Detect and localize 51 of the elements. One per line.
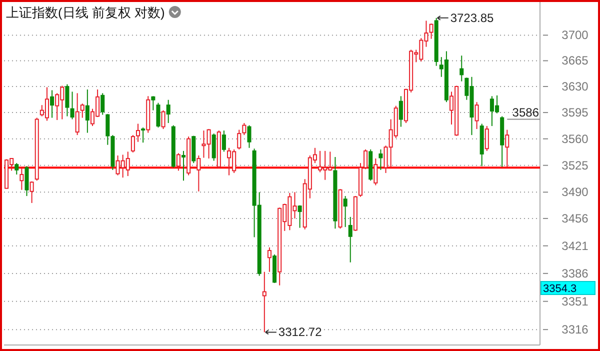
candlestick <box>75 92 80 136</box>
candlestick <box>484 126 489 152</box>
candlestick <box>24 166 29 197</box>
candlestick <box>166 99 170 124</box>
candlestick <box>181 150 186 182</box>
candlestick <box>141 127 146 144</box>
ref-line-label: 3586 <box>512 105 540 120</box>
y-tick-label: 3421 <box>562 238 589 253</box>
y-tick-label: 3630 <box>562 80 589 94</box>
candlestick <box>85 88 90 134</box>
y-tick-label: 3525 <box>562 158 589 172</box>
y-tick-label: 3386 <box>562 266 589 280</box>
y-tick-label: 3560 <box>562 132 589 146</box>
candlestick <box>398 96 403 128</box>
annotation: 3312.72 <box>278 325 322 340</box>
candlestick <box>262 271 266 333</box>
y-tick-label: 3595 <box>562 106 589 120</box>
y-tick-label: 3665 <box>562 54 589 68</box>
candlestick <box>80 103 84 118</box>
candlestick <box>14 162 19 176</box>
annotation: 3723.85 <box>450 10 494 25</box>
candlestick <box>176 152 180 172</box>
y-tick-label: 3316 <box>562 322 589 337</box>
candlestick <box>298 204 302 228</box>
candlestick <box>374 158 378 186</box>
candlestick <box>151 96 156 111</box>
y-tick-label: 3351 <box>562 294 589 308</box>
candlestick <box>161 110 166 130</box>
candlestick <box>505 129 510 168</box>
candlestick <box>212 133 216 162</box>
candlestick <box>65 84 70 117</box>
text: 3354.3 <box>543 283 577 295</box>
candlestick <box>196 154 201 192</box>
candlestick <box>100 92 105 116</box>
candlestick <box>378 148 383 170</box>
candlestick <box>20 167 24 190</box>
candlestick <box>156 102 160 128</box>
candlestick <box>474 102 479 130</box>
y-tick-label: 3490 <box>562 185 589 200</box>
candlestick <box>30 180 34 204</box>
candlestick <box>460 55 464 82</box>
candlestick <box>247 124 252 148</box>
y-tick-label: 3700 <box>562 28 589 42</box>
candlestick <box>348 216 352 263</box>
candlestick <box>267 246 272 272</box>
candlestick <box>50 90 54 118</box>
chart-title: 上证指数(日线 前复权 对数) <box>6 5 165 20</box>
candlestick <box>222 130 226 152</box>
candlestick <box>70 91 74 120</box>
y-tick-label: 3456 <box>562 211 589 226</box>
candlestick <box>343 196 348 228</box>
